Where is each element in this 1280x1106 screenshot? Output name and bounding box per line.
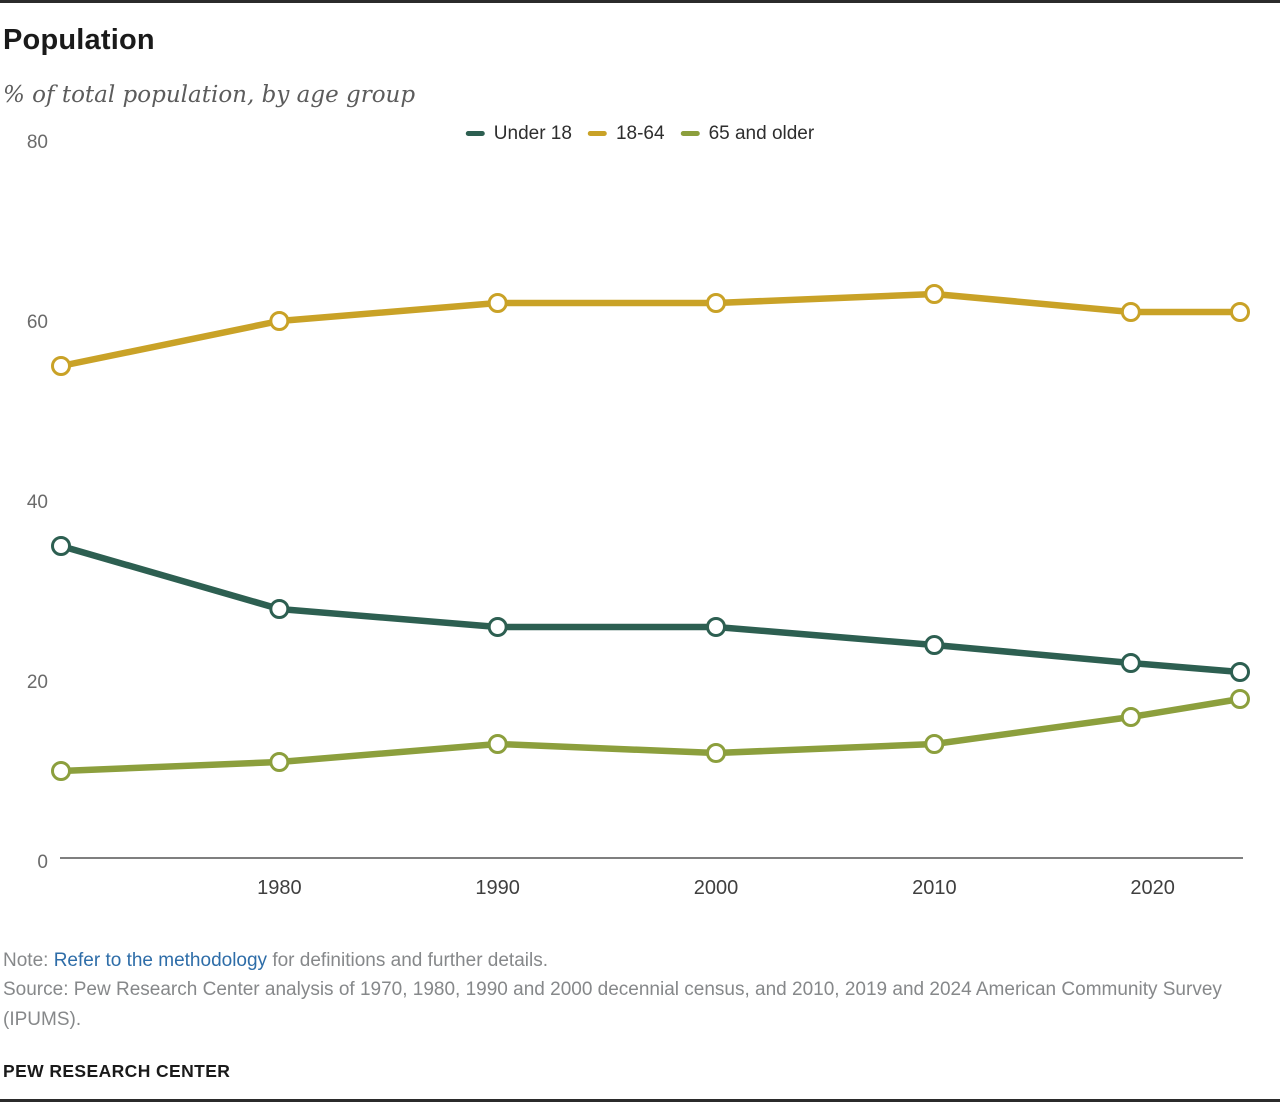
line-chart: 0 20 40 60 80 1980 1990 2000 2010 2020 Under 18 18… — [0, 114, 1280, 904]
data-point-under-18-1970 — [51, 535, 71, 556]
legend-swatch-icon — [465, 131, 485, 137]
legend-item-65-and-older: 65 and older — [680, 122, 815, 145]
data-point-65-and-older-2024 — [1230, 688, 1250, 709]
legend-swatch-icon — [587, 131, 607, 137]
legend-swatch-icon — [680, 131, 700, 137]
series-line-18-64 — [57, 290, 1244, 370]
series-line-65-and-older — [57, 695, 1244, 775]
data-point-18-64-2010 — [924, 283, 945, 304]
chart-subtitle: % of total population, by age group — [3, 82, 416, 109]
series-line-under-18 — [57, 542, 1244, 676]
legend-label: Under 18 — [493, 122, 572, 144]
data-point-65-and-older-1990 — [487, 733, 508, 754]
chart-legend: Under 18 18-64 65 and older — [465, 122, 815, 145]
data-point-18-64-1980 — [269, 310, 290, 331]
legend-label: 65 and older — [708, 122, 815, 144]
data-point-18-64-1990 — [487, 292, 508, 313]
legend-label: 18-64 — [615, 122, 665, 144]
data-point-65-and-older-1980 — [269, 751, 290, 772]
y-axis-label: 20 — [27, 672, 48, 693]
data-point-under-18-2024 — [1230, 661, 1250, 682]
bottom-border-rule — [0, 1099, 1280, 1102]
x-axis-label: 2000 — [694, 877, 739, 899]
data-point-under-18-1990 — [487, 616, 508, 637]
data-point-65-and-older-2010 — [924, 733, 945, 754]
data-point-18-64-2019 — [1120, 301, 1141, 322]
legend-item-under-18: Under 18 — [465, 122, 572, 145]
y-axis-label: 80 — [27, 132, 48, 153]
data-point-under-18-2010 — [924, 634, 945, 655]
methodology-link[interactable]: Refer to the methodology — [53, 949, 268, 971]
y-axis-label: 0 — [37, 852, 48, 873]
data-point-65-and-older-2000 — [706, 742, 726, 763]
chart-title: Population — [3, 24, 155, 56]
data-point-18-64-2024 — [1230, 301, 1250, 322]
x-axis-label: 1990 — [475, 877, 520, 899]
data-point-under-18-1980 — [269, 598, 290, 619]
y-axis-label: 60 — [27, 312, 48, 333]
data-point-under-18-2019 — [1120, 652, 1141, 673]
note-prefix: Note: — [3, 949, 54, 971]
x-axis-label: 2010 — [912, 877, 957, 899]
data-point-65-and-older-1970 — [51, 760, 71, 781]
chart-svg: 0 20 40 60 80 1980 1990 2000 2010 2020 — [27, 132, 1250, 899]
legend-item-18-64: 18-64 — [587, 122, 665, 145]
data-point-18-64-2000 — [706, 292, 726, 313]
y-axis-label: 40 — [27, 492, 48, 513]
data-point-65-and-older-2019 — [1120, 706, 1141, 727]
note-line: Note: Refer to the methodology for defin… — [3, 946, 1274, 975]
x-axis-label: 1980 — [257, 877, 302, 899]
pew-research-center-wordmark: PEW RESEARCH CENTER — [3, 1061, 231, 1082]
x-axis-label: 2020 — [1130, 877, 1175, 899]
data-point-18-64-1970 — [51, 355, 71, 376]
top-border-rule — [0, 0, 1280, 3]
source-line: Source: Pew Research Center analysis of … — [3, 979, 1222, 1030]
data-point-under-18-2000 — [706, 616, 726, 637]
note-suffix: for definitions and further details. — [267, 949, 548, 971]
notes-block: Note: Refer to the methodology for defin… — [0, 946, 1280, 1034]
